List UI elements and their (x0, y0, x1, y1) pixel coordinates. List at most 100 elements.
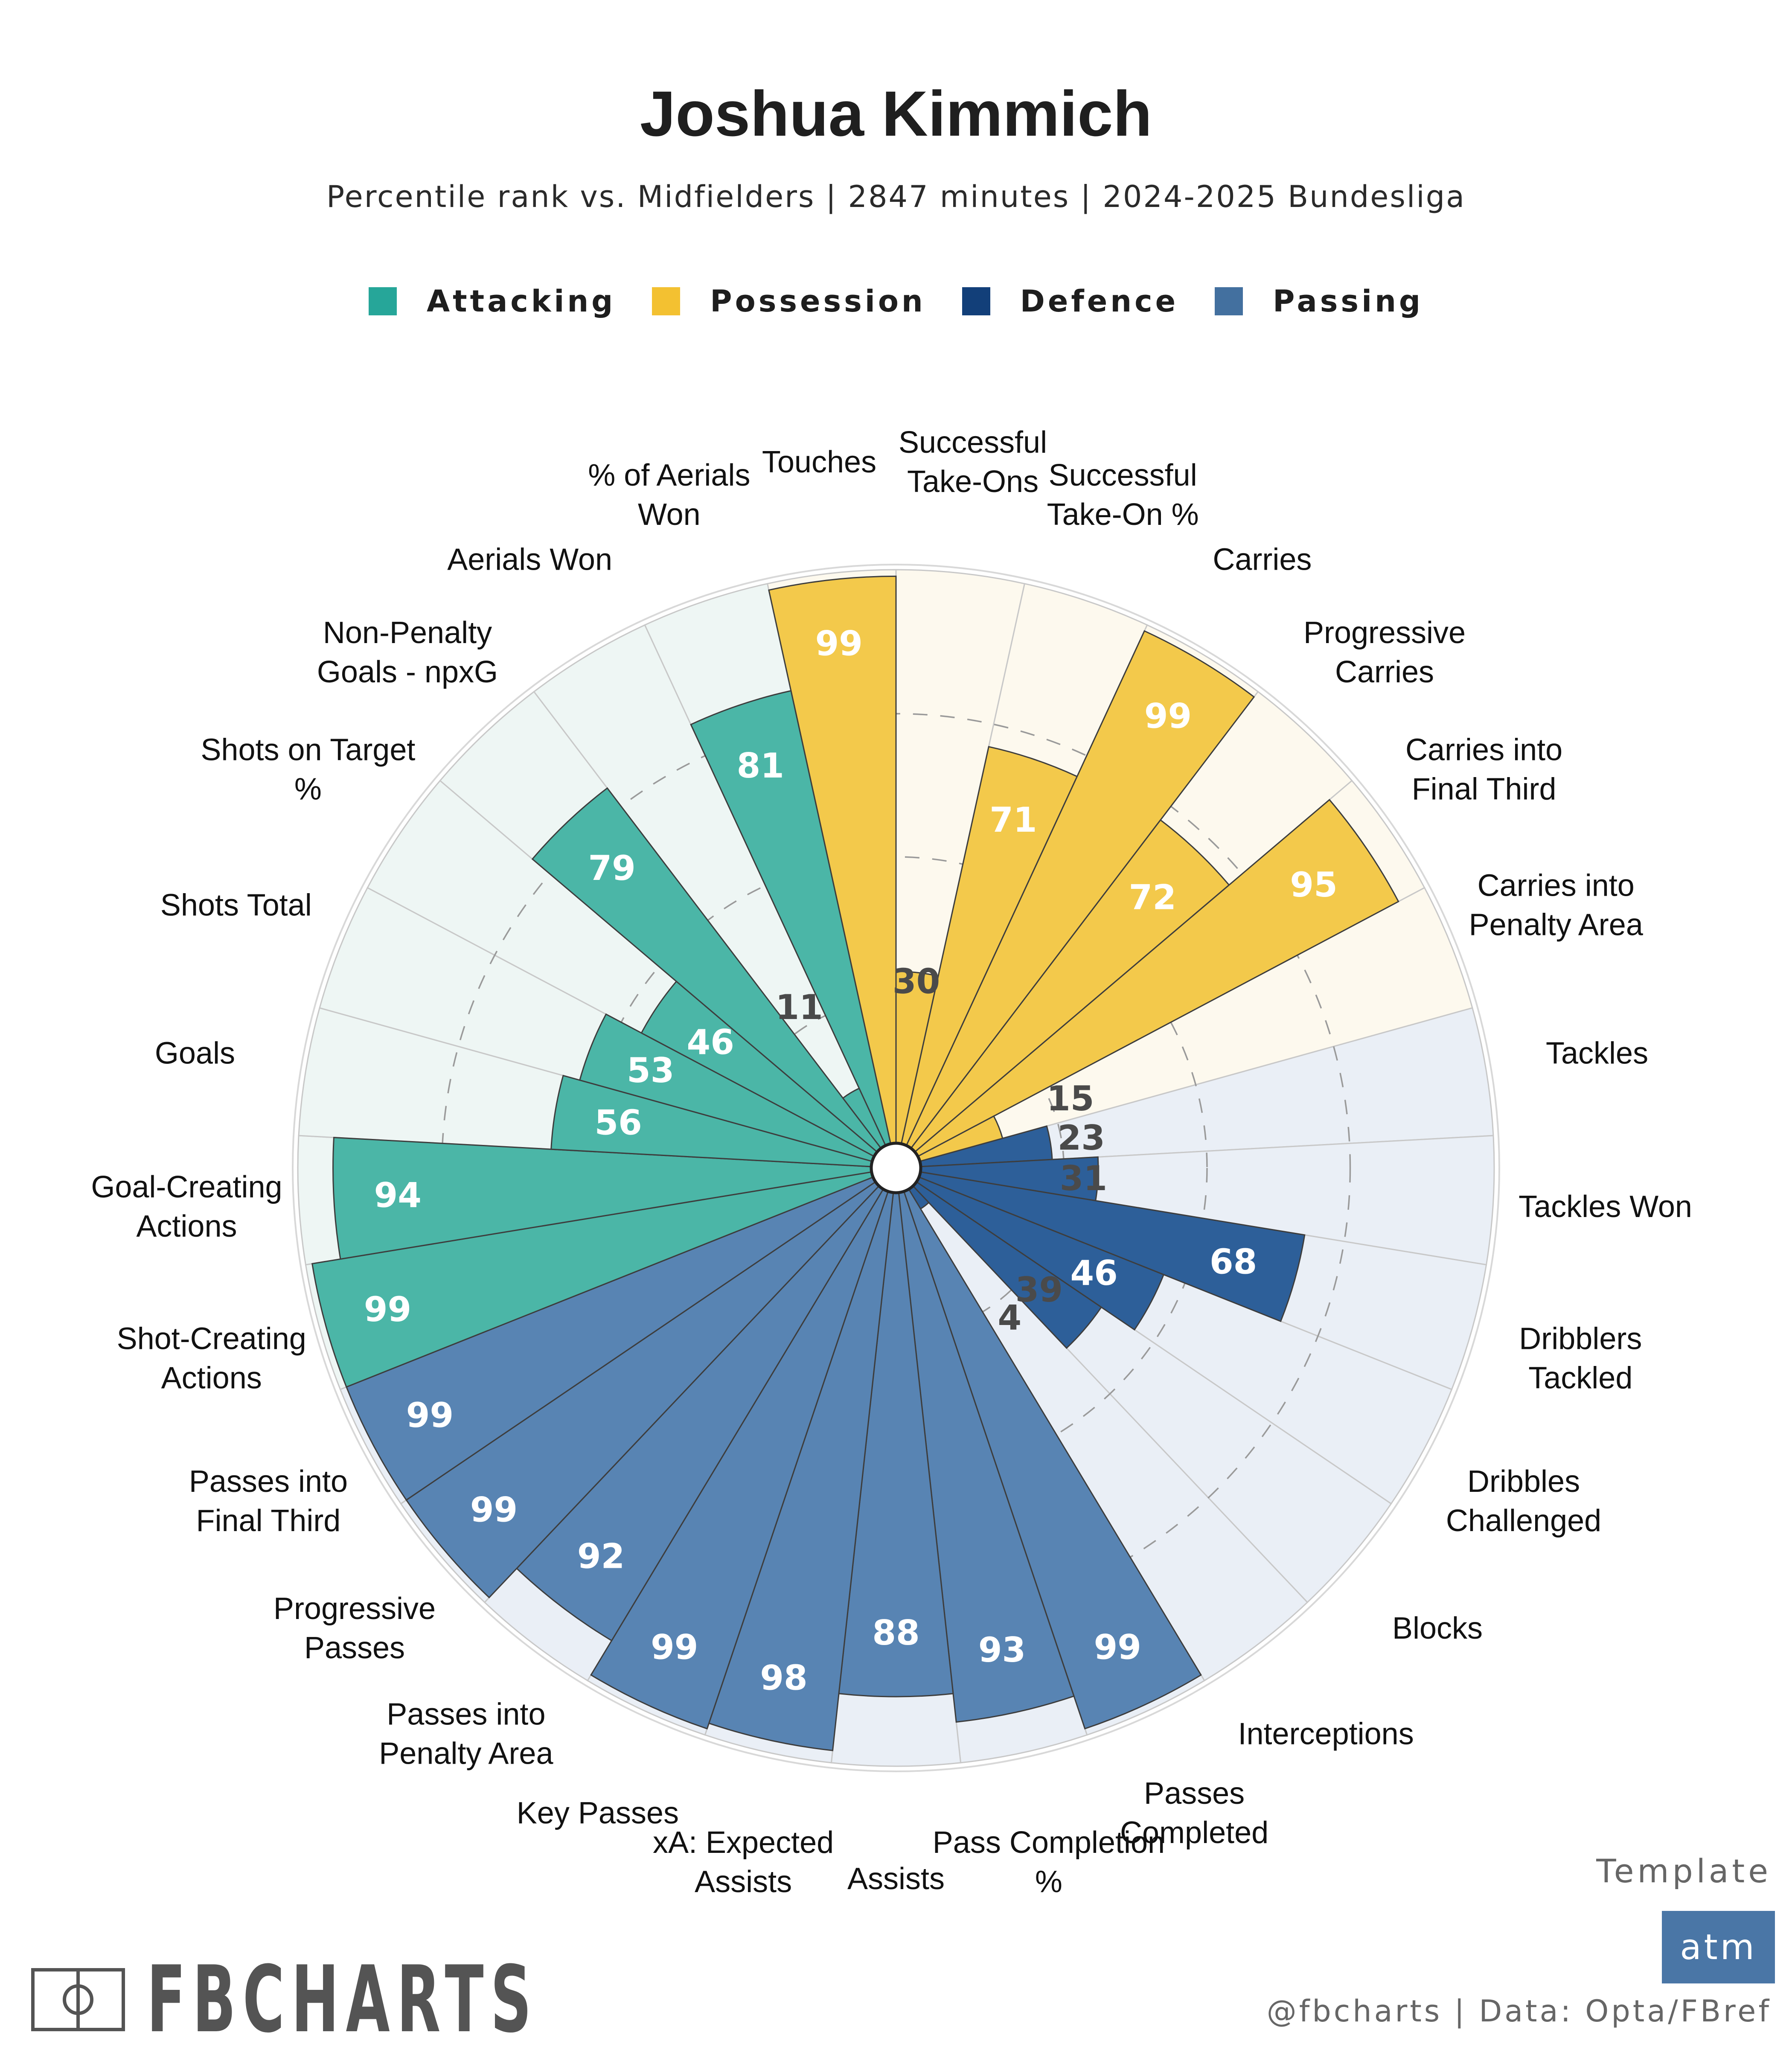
value-label-passes-completed: 99 (1094, 1627, 1141, 1667)
value-label-interceptions: 4 (998, 1298, 1021, 1337)
bar-carries-into-final-third (896, 798, 1399, 1169)
value-label-tackles-won: 31 (1060, 1159, 1107, 1198)
value-label-xa-expected-assists: 98 (760, 1658, 807, 1698)
outer-ring (292, 564, 1500, 1772)
legend-label: Defence (1020, 284, 1179, 319)
value-label-successful-take-on: 71 (989, 800, 1037, 840)
bar-passes-into-final-third (345, 1167, 896, 1501)
bar-dribblers-tackled (896, 1167, 1306, 1322)
value-label-assists: 88 (872, 1613, 919, 1653)
category-label-key-passes: Key Passes (517, 1796, 679, 1830)
pitch-icon (31, 1968, 125, 2031)
background-wedge-aerials-won (533, 624, 897, 1168)
value-label-of-aerials-won: 81 (737, 746, 784, 786)
category-label-shot-creating-actions: Shot-Creating Actions (117, 1322, 306, 1395)
category-label-pass-completion: Pass Completion% (933, 1826, 1165, 1899)
category-label-blocks: Blocks (1392, 1611, 1483, 1645)
value-label-pass-completion: 93 (978, 1630, 1026, 1670)
category-label-passes-into-penalty-area: Passes into Penalty Area (379, 1697, 553, 1771)
value-label-successful-take-ons: 30 (893, 962, 940, 1002)
value-label-passes-into-final-third: 99 (406, 1395, 454, 1435)
bar-assists (838, 1168, 954, 1698)
category-label-successful-take-ons: Successful Take-Ons (899, 425, 1047, 499)
bar-goals (550, 1075, 896, 1169)
value-label-shots-total: 53 (627, 1051, 674, 1090)
bar-non-penalty-goals-npxg (531, 787, 897, 1169)
bar-dribbles-challenged (896, 1167, 1165, 1331)
category-label-passes-completed: Passes Completed (1120, 1776, 1268, 1850)
bar-passes-completed (895, 1168, 1202, 1730)
bar-key-passes (590, 1168, 897, 1730)
category-label-shots-on-target: Shots on Target% (201, 733, 415, 807)
value-label-carries-into-final-third: 95 (1290, 865, 1337, 905)
bar-of-aerials-won (690, 690, 897, 1168)
category-label-interceptions: Interceptions (1238, 1717, 1414, 1751)
legend-swatch-attacking (368, 287, 397, 315)
legend-item-attacking: Attacking (368, 284, 616, 319)
bar-goal-creating-actions (332, 1136, 896, 1260)
category-label-tackles: Tackles (1546, 1037, 1648, 1071)
value-label-carries-into-penalty-area: 15 (1047, 1079, 1094, 1118)
legend-item-defence: Defence (962, 284, 1178, 319)
category-label-goal-creating-actions: Goal-Creating Actions (91, 1170, 282, 1243)
legend-item-passing: Passing (1215, 284, 1423, 319)
value-label-blocks: 39 (1015, 1270, 1063, 1310)
category-label-tackles-won: Tackles Won (1519, 1190, 1692, 1224)
bar-successful-take-on (895, 746, 1078, 1168)
category-label-touches: Touches (762, 445, 876, 479)
bar-blocks (895, 1167, 1103, 1349)
bar-pass-completion (895, 1168, 1075, 1723)
legend-item-possession: Possession (652, 284, 925, 319)
category-label-goals: Goals (155, 1037, 235, 1071)
bar-xa-expected-assists (708, 1168, 897, 1751)
legend-swatch-defence (962, 287, 990, 315)
value-label-progressive-carries: 72 (1129, 877, 1176, 917)
category-label-dribbles-challenged: Dribbles Challenged (1446, 1465, 1601, 1538)
center-hole (870, 1142, 922, 1194)
bar-progressive-passes (405, 1167, 897, 1599)
legend-label: Passing (1273, 284, 1424, 319)
data-credit: @fbcharts | Data: Opta/FBref (1266, 1994, 1772, 2029)
bar-shot-creating-actions (311, 1167, 896, 1388)
chart-subtitle: Percentile rank vs. Midfielders | 2847 m… (326, 179, 1466, 214)
category-label-successful-take-on: Successful Take-On % (1047, 458, 1199, 532)
category-label-of-aerials-won: % of Aerials Won (588, 458, 750, 532)
bar-progressive-carries (895, 819, 1230, 1169)
value-label-dribbles-challenged: 46 (1070, 1253, 1117, 1293)
value-label-shots-on-target: 46 (687, 1022, 734, 1062)
background-wedge-interceptions (895, 1167, 1309, 1682)
category-label-shots-total: Shots Total (160, 888, 312, 923)
bar-shots-total (579, 1013, 896, 1169)
bar-touches (768, 575, 897, 1168)
value-label-goal-creating-actions: 94 (374, 1175, 422, 1215)
category-label-progressive-passes: Progressive Passes (273, 1592, 436, 1665)
category-label-dribblers-tackled: Dribblers Tackled (1519, 1322, 1642, 1395)
background-wedge-carries-into-penalty-area (896, 887, 1473, 1169)
legend-swatch-possession (652, 287, 681, 315)
category-label-xa-expected-assists: xA: Expected Assists (653, 1826, 834, 1899)
category-label-carries-into-penalty-area: Carries into Penalty Area (1469, 869, 1644, 942)
template-badge: atm (1662, 1911, 1775, 1983)
category-label-carries-into-final-third: Carries into Final Third (1405, 733, 1562, 807)
bar-carries (895, 630, 1255, 1168)
gridline-ring-50 (584, 856, 1208, 1480)
value-label-carries: 99 (1144, 696, 1192, 736)
category-label-assists: Assists (847, 1862, 945, 1896)
legend-swatch-passing (1215, 287, 1243, 315)
value-label-dribblers-tackled: 68 (1210, 1242, 1257, 1282)
value-label-key-passes: 99 (651, 1627, 698, 1667)
brand-text: FBCHARTS (147, 1946, 538, 2053)
value-label-passes-into-penalty-area: 92 (577, 1537, 625, 1576)
value-label-goals: 56 (595, 1103, 642, 1142)
bar-passes-into-penalty-area (515, 1167, 897, 1642)
value-label-progressive-passes: 99 (470, 1490, 518, 1530)
value-label-aerials-won: 11 (775, 987, 823, 1027)
fbcharts-logo: FBCHARTS (31, 1946, 778, 2053)
chart-title: Joshua Kimmich (640, 78, 1152, 149)
legend: Attacking Possession Defence Passing (0, 284, 1792, 319)
legend-label: Attacking (426, 284, 616, 319)
category-label-passes-into-final-third: Passes into Final Third (189, 1465, 348, 1538)
category-label-carries: Carries (1213, 542, 1312, 577)
value-label-touches: 99 (815, 624, 863, 664)
